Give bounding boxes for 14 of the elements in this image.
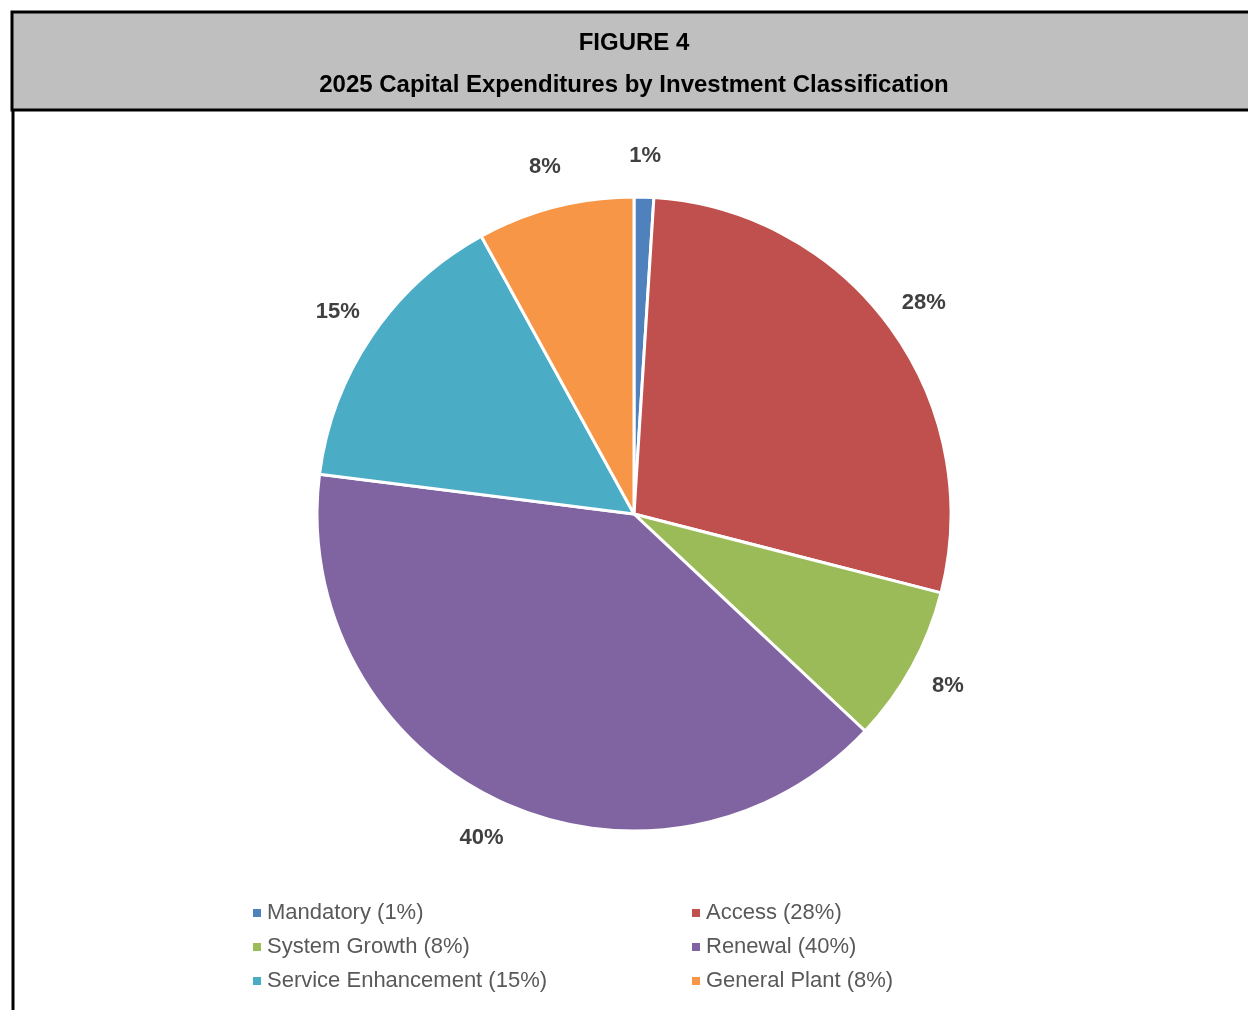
legend-label: Service Enhancement (15%): [267, 966, 548, 992]
data-label: 1%: [629, 141, 662, 167]
legend-label: Mandatory (1%): [267, 898, 424, 924]
data-label: 28%: [901, 289, 946, 315]
legend-label: Renewal (40%): [706, 932, 857, 958]
data-label: 40%: [459, 823, 504, 849]
data-label: 8%: [932, 672, 964, 698]
legend-label: General Plant (8%): [706, 966, 894, 992]
data-label: 15%: [315, 298, 360, 324]
chart-subtitle: 2025 Capital Expenditures by Investment Classification: [319, 70, 949, 97]
chart-title: FIGURE 4: [578, 28, 690, 55]
legend-label: Access (28%): [706, 898, 842, 924]
legend-label: System Growth (8%): [267, 932, 470, 958]
data-label: 8%: [529, 152, 561, 178]
